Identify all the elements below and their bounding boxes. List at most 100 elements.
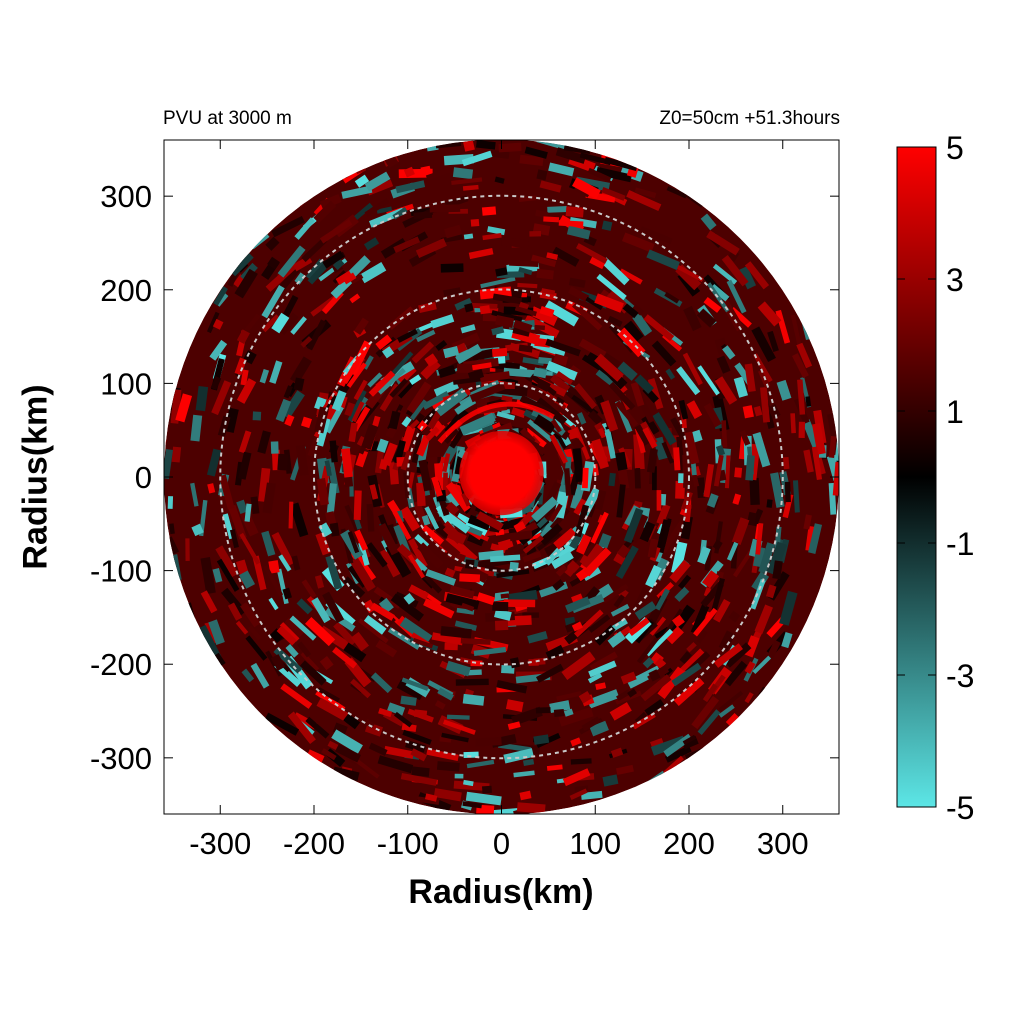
- heat-cell: [766, 541, 788, 576]
- heat-cell: [634, 601, 657, 620]
- heat-cell: [648, 669, 661, 682]
- heat-cell: [587, 410, 603, 426]
- heat-cell: [697, 709, 721, 736]
- heat-cell: [664, 745, 692, 763]
- heat-cell: [227, 602, 243, 621]
- heat-cell: [319, 219, 353, 244]
- heat-cell: [678, 473, 684, 484]
- heat-cell: [539, 306, 555, 318]
- heat-cell: [376, 206, 393, 214]
- heat-cell: [732, 493, 742, 505]
- heat-cell: [435, 339, 448, 351]
- heat-cell: [164, 464, 165, 477]
- colorbar-gradient: [896, 146, 937, 808]
- heat-cell: [375, 334, 393, 350]
- heat-cell: [348, 422, 358, 443]
- heat-cell: [278, 554, 292, 572]
- heat-cell: [639, 226, 673, 245]
- heat-cell: [639, 521, 656, 543]
- heat-cell: [716, 355, 731, 374]
- heat-cell: [378, 597, 394, 614]
- heat-cell: [466, 759, 495, 769]
- heat-cell: [491, 326, 505, 336]
- heat-cell: [501, 237, 529, 249]
- heat-cell: [645, 628, 674, 657]
- x-axis-label: Radius(km): [408, 873, 594, 911]
- heat-cell: [491, 807, 524, 814]
- heat-cell: [291, 555, 301, 571]
- heat-cell: [236, 499, 248, 514]
- heat-cell: [803, 514, 812, 530]
- heat-cell: [264, 712, 300, 736]
- heat-cell: [211, 380, 232, 416]
- heat-cell: [473, 646, 507, 656]
- heat-cell: [287, 711, 316, 745]
- heat-cell: [482, 233, 502, 241]
- heat-cell: [752, 655, 772, 675]
- heat-cell: [790, 314, 802, 346]
- chart-title-right: Z0=50cm +51.3hours: [659, 108, 840, 129]
- heat-cell: [204, 621, 217, 645]
- heat-cell: [779, 590, 798, 626]
- heat-cell: [267, 256, 280, 270]
- heat-cell: [585, 296, 603, 311]
- heat-cell: [364, 171, 391, 192]
- heat-cell: [363, 237, 380, 251]
- heat-cell: [543, 300, 579, 327]
- heat-cell: [238, 570, 256, 589]
- heat-cell: [375, 639, 398, 658]
- heat-cell: [465, 791, 502, 806]
- heat-cell: [731, 517, 750, 546]
- heat-cell: [366, 503, 375, 532]
- heat-cell: [368, 370, 396, 397]
- heat-cell: [696, 630, 708, 644]
- heat-cell: [644, 699, 665, 716]
- heat-cell: [359, 261, 387, 284]
- heat-cell: [475, 140, 496, 150]
- heat-cell: [784, 481, 791, 503]
- heat-cell: [579, 554, 590, 566]
- heat-cell: [724, 660, 748, 687]
- range-ring-300: [219, 194, 784, 760]
- colorbar-tick-label: 3: [946, 262, 964, 298]
- heat-cell: [575, 176, 611, 192]
- heat-cell: [563, 708, 574, 717]
- heat-cell: [682, 734, 697, 746]
- heat-cell: [503, 599, 536, 608]
- heat-cell: [626, 189, 662, 212]
- heat-cell: [531, 254, 557, 268]
- heat-cell: [703, 587, 712, 597]
- heat-cell: [545, 360, 578, 381]
- heat-cell: [742, 405, 754, 419]
- heat-cell: [725, 713, 741, 728]
- heat-cell: [322, 250, 345, 269]
- heat-cell: [536, 378, 551, 392]
- heat-cell: [509, 657, 520, 669]
- heat-cell: [511, 407, 526, 418]
- heat-cell: [387, 351, 414, 380]
- heat-cell: [792, 480, 800, 513]
- heat-cell: [589, 651, 618, 672]
- heat-cell: [620, 671, 637, 685]
- heat-cell: [346, 362, 367, 388]
- range-rings: [219, 194, 784, 760]
- heat-cell: [449, 428, 465, 449]
- heat-cell: [427, 409, 443, 430]
- heat-cell: [421, 514, 431, 526]
- heat-cell: [409, 399, 428, 421]
- heat-cell: [314, 406, 330, 434]
- heat-cell: [500, 593, 510, 599]
- heat-cell: [754, 604, 773, 634]
- heat-cell: [562, 768, 591, 787]
- heat-cell: [449, 585, 475, 599]
- heat-cell: [623, 320, 644, 343]
- heat-cell: [722, 345, 736, 360]
- heatmap-field: [164, 140, 839, 814]
- heat-cell: [767, 330, 779, 352]
- heat-cell: [545, 644, 565, 660]
- heat-cell: [579, 152, 612, 166]
- heat-cell: [423, 598, 455, 619]
- heat-cell: [511, 706, 543, 726]
- heat-cell: [657, 666, 686, 699]
- heat-cell: [600, 400, 619, 432]
